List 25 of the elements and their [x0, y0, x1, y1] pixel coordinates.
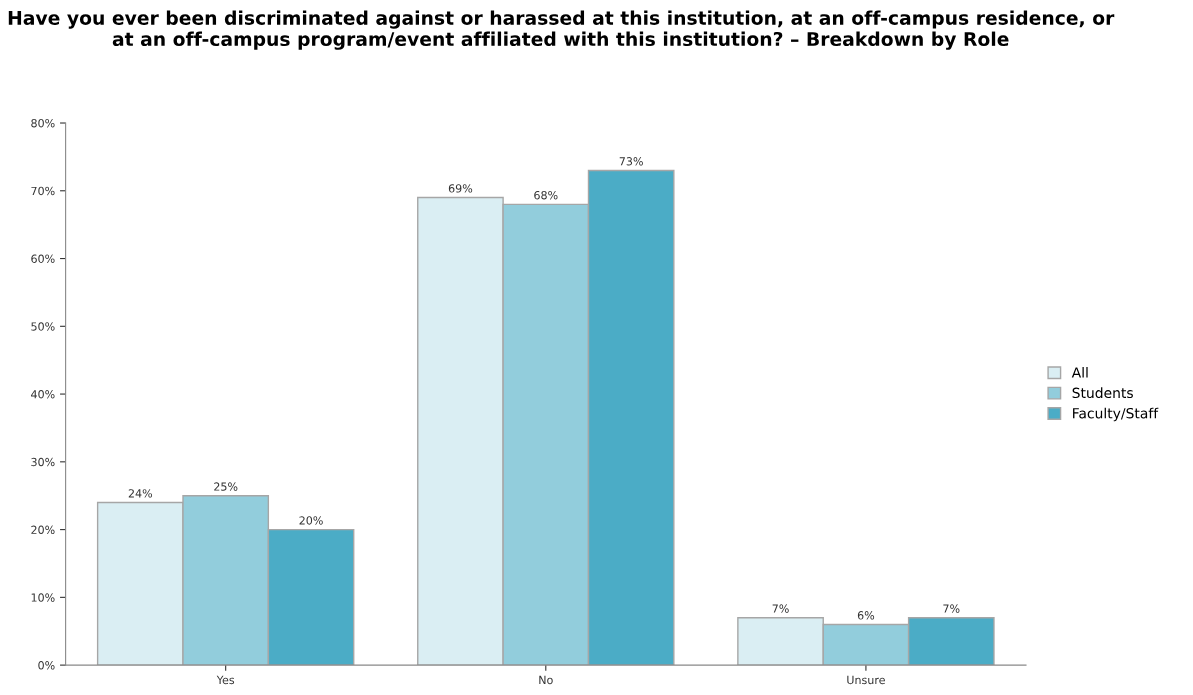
- y-tick-label: 60%: [31, 254, 55, 263]
- data-label: 69%: [448, 184, 473, 193]
- legend-label: Students: [1072, 387, 1133, 399]
- y-tick-label: 20%: [31, 525, 55, 534]
- data-label: 6%: [857, 611, 875, 620]
- data-label: 73%: [619, 157, 643, 166]
- y-tick-label: 70%: [31, 186, 55, 196]
- x-tick-label: Unsure: [847, 675, 885, 685]
- chart-title: Have you ever been discriminated against or harassed at this institution, at an off-campus residence, or at an off-campus program/event affiliated with this institution? – Breakdown by Role: [8, 10, 1115, 50]
- y-tick-label: 10%: [31, 593, 55, 602]
- data-label: 7%: [943, 604, 960, 613]
- y-tick-label: 30%: [31, 457, 55, 467]
- data-label: 7%: [772, 604, 789, 613]
- data-label: 25%: [214, 482, 238, 491]
- data-label: 68%: [534, 190, 558, 200]
- y-tick-label: 80%: [31, 118, 55, 128]
- x-tick-label: No: [539, 675, 553, 685]
- x-tick-label: Yes: [216, 675, 235, 685]
- data-label: 24%: [128, 489, 153, 498]
- legend-label: Faculty/Staff: [1073, 407, 1159, 422]
- data-label: 20%: [299, 516, 323, 525]
- y-tick-label: 50%: [31, 322, 55, 331]
- y-tick-label: 40%: [31, 390, 55, 399]
- y-tick-label: 0%: [38, 661, 55, 670]
- legend-label: All: [1071, 366, 1088, 378]
